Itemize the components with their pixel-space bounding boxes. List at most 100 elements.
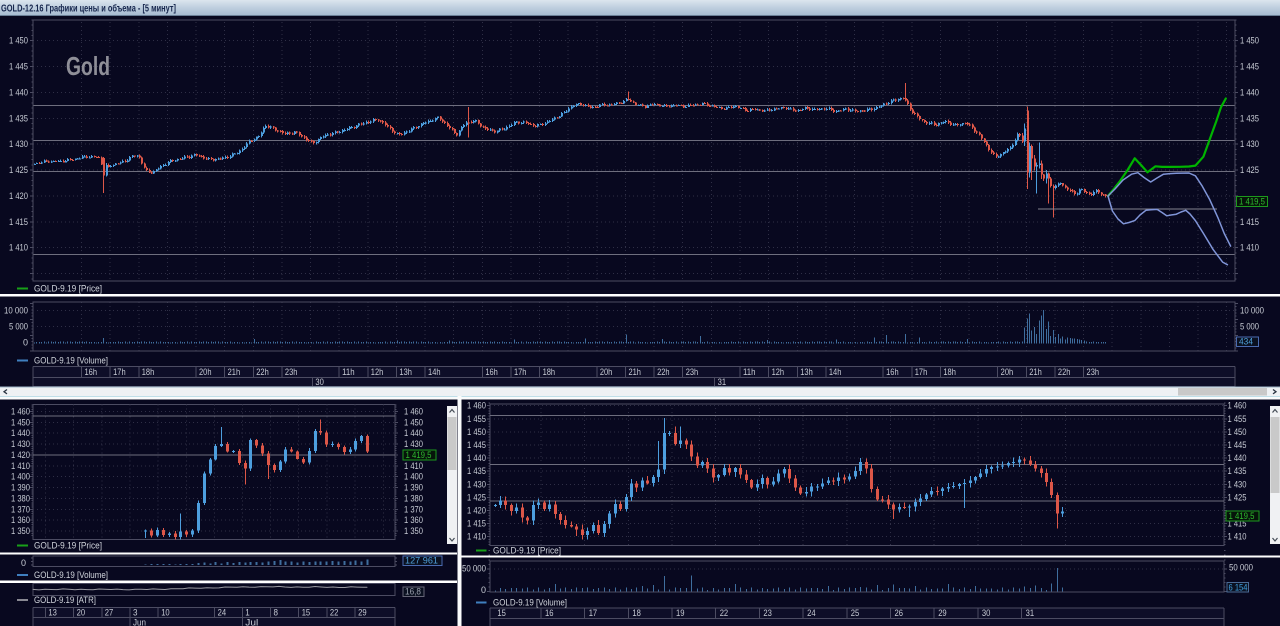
svg-text:1 390: 1 390 [11,483,30,493]
svg-text:1 410: 1 410 [1240,243,1259,253]
svg-text:GOLD-9.19 [ATR]: GOLD-9.19 [ATR] [34,595,96,605]
svg-text:29: 29 [938,608,947,618]
svg-text:30: 30 [982,608,991,618]
svg-text:21h: 21h [228,367,241,377]
svg-text:3: 3 [133,607,138,617]
svg-text:1 450: 1 450 [467,427,486,437]
svg-text:31: 31 [1026,608,1035,618]
svg-text:10: 10 [161,607,170,617]
svg-text:18h: 18h [543,367,556,377]
svg-text:1 350: 1 350 [404,526,423,536]
svg-text:16h: 16h [85,367,98,377]
svg-text:18: 18 [632,608,641,618]
svg-text:17h: 17h [915,367,928,377]
svg-text:0: 0 [21,558,26,568]
svg-text:1 460: 1 460 [404,407,423,417]
svg-text:20: 20 [77,607,86,617]
svg-text:1 390: 1 390 [404,483,423,493]
svg-text:23: 23 [763,608,772,618]
svg-text:18h: 18h [943,367,956,377]
svg-text:1 435: 1 435 [467,466,486,476]
svg-text:1 460: 1 460 [11,407,30,417]
svg-text:1 419,5: 1 419,5 [1229,511,1255,521]
svg-text:1 425: 1 425 [467,492,486,502]
svg-text:1 380: 1 380 [404,493,423,503]
svg-text:1 420: 1 420 [467,506,486,516]
svg-text:1 419,5: 1 419,5 [1239,197,1265,207]
svg-text:GOLD-9.19 [Volume]: GOLD-9.19 [Volume] [34,356,108,366]
svg-text:1 430: 1 430 [11,439,30,449]
svg-text:1 430: 1 430 [404,439,423,449]
svg-text:1 410: 1 410 [11,461,30,471]
svg-text:Gold: Gold [66,51,110,81]
svg-text:16,8: 16,8 [405,587,421,597]
svg-text:1 450: 1 450 [404,417,423,427]
svg-text:1 440: 1 440 [9,87,28,97]
svg-text:1 420: 1 420 [9,191,28,201]
svg-text:23h: 23h [686,367,699,377]
svg-text:1 415: 1 415 [1240,217,1259,227]
svg-text:1 350: 1 350 [11,526,30,536]
svg-text:Jun: Jun [133,617,146,626]
svg-text:1 360: 1 360 [404,515,423,525]
svg-text:1 420: 1 420 [11,450,30,460]
svg-text:1 410: 1 410 [404,461,423,471]
svg-text:1 370: 1 370 [11,504,30,514]
svg-text:22h: 22h [256,367,269,377]
svg-text:1 440: 1 440 [11,428,30,438]
svg-text:8: 8 [274,607,279,617]
svg-text:19: 19 [676,608,685,618]
svg-text:GOLD-9.19 [Price]: GOLD-9.19 [Price] [34,284,102,294]
svg-text:22: 22 [330,607,339,617]
svg-text:1 410: 1 410 [1228,532,1247,542]
svg-text:26: 26 [895,608,904,618]
svg-text:1 430: 1 430 [9,139,28,149]
svg-text:12h: 12h [371,367,384,377]
svg-text:1 415: 1 415 [9,217,28,227]
svg-text:21h: 21h [628,367,641,377]
svg-text:1 445: 1 445 [1240,62,1259,72]
svg-text:1 425: 1 425 [1240,165,1259,175]
svg-text:50 000: 50 000 [462,564,486,574]
svg-text:1 450: 1 450 [1240,36,1259,46]
svg-text:30: 30 [315,377,324,387]
svg-text:5 000: 5 000 [1240,322,1259,332]
svg-text:22: 22 [720,608,729,618]
svg-text:1 460: 1 460 [467,401,486,411]
svg-text:50 000: 50 000 [1229,563,1253,573]
svg-text:1 430: 1 430 [467,479,486,489]
svg-text:1 450: 1 450 [9,36,28,46]
svg-text:0: 0 [481,585,486,595]
svg-text:GOLD-9.19 [Price]: GOLD-9.19 [Price] [34,541,102,551]
svg-text:17h: 17h [113,367,126,377]
svg-text:12h: 12h [772,367,785,377]
svg-text:1 440: 1 440 [467,453,486,463]
svg-text:1 360: 1 360 [11,515,30,525]
svg-text:18h: 18h [142,367,155,377]
svg-text:1 419,5: 1 419,5 [406,450,432,460]
svg-text:11h: 11h [743,367,756,377]
svg-text:14h: 14h [829,367,842,377]
svg-text:1 440: 1 440 [404,428,423,438]
svg-text:29: 29 [358,607,367,617]
svg-text:1 400: 1 400 [11,472,30,482]
svg-text:1 425: 1 425 [1228,492,1247,502]
svg-text:1 435: 1 435 [1228,466,1247,476]
svg-text:16h: 16h [485,367,498,377]
svg-text:1 445: 1 445 [467,440,486,450]
svg-text:1 410: 1 410 [467,532,486,542]
svg-text:1 400: 1 400 [404,472,423,482]
svg-text:23h: 23h [1087,367,1100,377]
svg-text:1 455: 1 455 [1228,414,1247,424]
svg-text:GOLD-9.19 [Volume]: GOLD-9.19 [Volume] [493,598,567,608]
svg-text:16h: 16h [886,367,899,377]
svg-text:1 440: 1 440 [1228,453,1247,463]
svg-text:10 000: 10 000 [1240,306,1264,316]
svg-text:GOLD-9.19 [Price]: GOLD-9.19 [Price] [493,546,561,556]
svg-text:25: 25 [851,608,860,618]
svg-text:1 440: 1 440 [1240,87,1259,97]
svg-text:23h: 23h [285,367,298,377]
svg-text:27: 27 [105,607,114,617]
svg-text:15: 15 [302,607,311,617]
svg-text:22h: 22h [657,367,670,377]
